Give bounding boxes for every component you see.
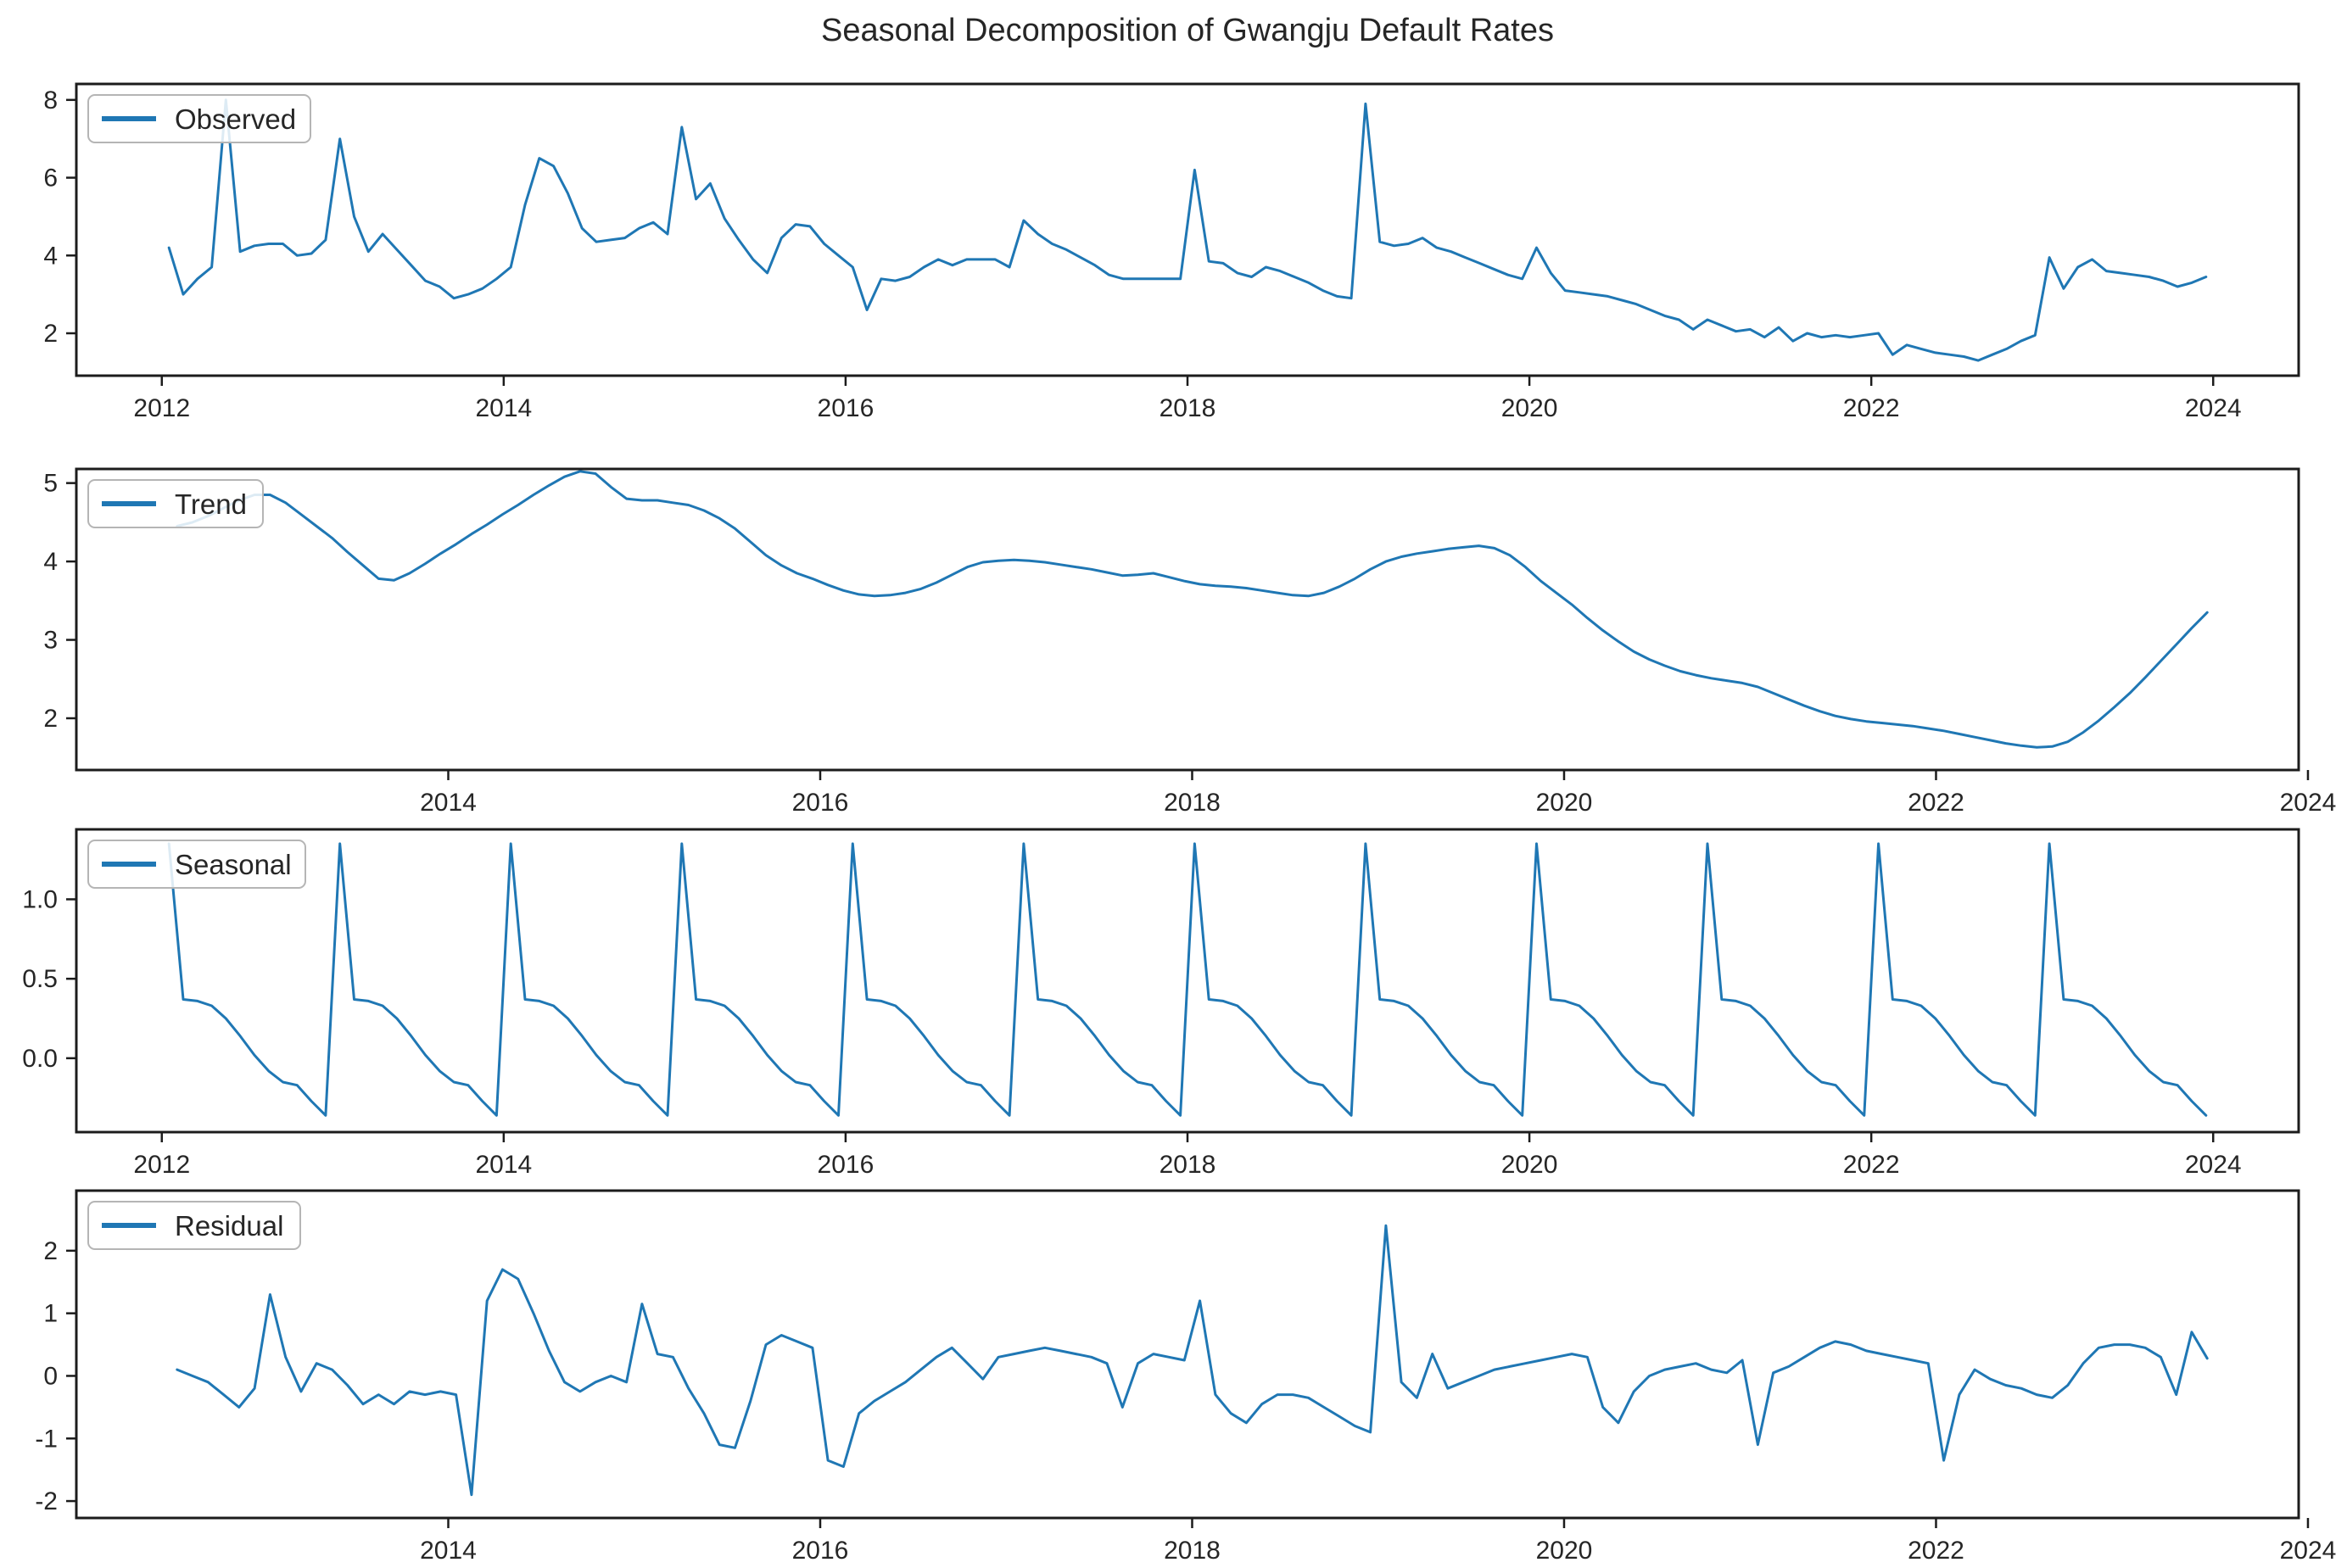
legend-box — [87, 840, 306, 889]
x-tick-label: 2016 — [818, 1151, 875, 1179]
x-tick-label: 2020 — [1501, 1151, 1558, 1179]
legend-observed: Observed — [87, 94, 311, 143]
y-tick-label: 3 — [43, 627, 58, 655]
y-tick-label: -1 — [35, 1425, 58, 1453]
y-tick-label: 8 — [43, 86, 58, 114]
x-tick-label: 2022 — [1843, 394, 1900, 422]
x-tick-label: 2022 — [1908, 1537, 1964, 1565]
x-tick-label: 2018 — [1160, 394, 1216, 422]
y-tick-label: 4 — [43, 548, 58, 576]
y-tick-label: 0.0 — [22, 1045, 58, 1073]
y-tick-label: 2 — [43, 320, 58, 348]
x-tick-label: 2018 — [1160, 1151, 1216, 1179]
x-tick-label: 2016 — [792, 789, 849, 817]
x-tick-label: 2018 — [1164, 1537, 1221, 1565]
x-tick-label: 2024 — [2185, 1151, 2242, 1179]
legend-residual: Residual — [87, 1201, 301, 1250]
observed-series-line — [167, 98, 2208, 362]
x-tick-label: 2012 — [133, 1151, 190, 1179]
x-tick-label: 2020 — [1501, 394, 1558, 422]
panel-seasonal: 2012 2014 2016 2018 2020 2022 2024 0.0 0.5 1.0 — [22, 828, 2300, 1179]
x-tick-label: 2022 — [1908, 789, 1964, 817]
y-tick-label: 5 — [43, 470, 58, 498]
panel-trend: 2014 2016 2018 2020 2022 2024 2 3 4 5 — [43, 467, 2337, 817]
y-tick-label: 4 — [43, 242, 58, 270]
panel-residual: 2014 2016 2018 2020 2022 2024 -2 -1 0 1 2 — [35, 1189, 2337, 1565]
x-tick-label: 2024 — [2280, 1537, 2337, 1565]
x-tick-label: 2014 — [420, 1537, 477, 1565]
trend-series-line — [176, 470, 2209, 749]
x-tick-label: 2016 — [818, 394, 875, 422]
y-tick-label: 6 — [43, 165, 58, 193]
residual-series-line — [176, 1224, 2209, 1497]
x-tick-label: 2020 — [1536, 1537, 1593, 1565]
axis-frame — [75, 1189, 2300, 1520]
legend-label: Residual — [175, 1210, 283, 1242]
y-tick-label: 0.5 — [22, 965, 58, 993]
x-tick-label: 2016 — [792, 1537, 849, 1565]
x-tick-label: 2020 — [1536, 789, 1593, 817]
legend-label: Seasonal — [175, 849, 292, 880]
legend-label: Observed — [175, 103, 296, 135]
legend-label: Trend — [175, 488, 247, 520]
legend-box — [87, 94, 311, 143]
x-tick-label: 2018 — [1164, 789, 1221, 817]
legend-box — [87, 479, 264, 528]
x-tick-label: 2014 — [420, 789, 477, 817]
legend-seasonal: Seasonal — [87, 840, 306, 889]
legend-trend: Trend — [87, 479, 264, 528]
x-tick-label: 2022 — [1843, 1151, 1900, 1179]
axis-frame — [75, 467, 2300, 772]
y-tick-label: 0 — [43, 1362, 58, 1390]
x-tick-label: 2024 — [2185, 394, 2242, 422]
seasonal-series-line — [167, 842, 2208, 1117]
x-tick-label: 2014 — [475, 1151, 532, 1179]
y-tick-label: 2 — [43, 705, 58, 733]
y-tick-label: 1.0 — [22, 885, 58, 913]
y-tick-label: -2 — [35, 1487, 58, 1515]
figure-title: Seasonal Decomposition of Gwangju Defaul… — [821, 13, 1554, 48]
x-tick-label: 2012 — [133, 394, 190, 422]
x-tick-label: 2014 — [475, 394, 532, 422]
y-tick-label: 1 — [43, 1300, 58, 1328]
panel-observed: 2012 2014 2016 2018 2020 2022 2024 2 4 6 8 — [43, 82, 2300, 422]
y-tick-label: 2 — [43, 1237, 58, 1265]
x-tick-label: 2024 — [2280, 789, 2337, 817]
legend-box — [87, 1201, 301, 1250]
